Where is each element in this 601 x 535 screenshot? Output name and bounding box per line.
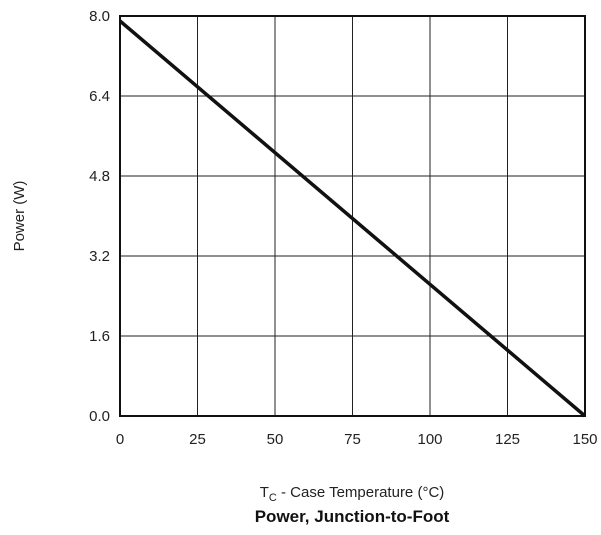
y-tick-label: 3.2: [89, 248, 110, 265]
y-tick-label: 4.8: [89, 168, 110, 185]
y-tick-label: 6.4: [89, 88, 110, 105]
x-axis-label: TC - Case Temperature (°C): [260, 484, 445, 504]
x-tick-label: 0: [116, 431, 124, 448]
x-axis-label-rest: - Case Temperature (°C): [277, 484, 444, 501]
x-tick-label: 125: [495, 431, 520, 448]
x-tick-label: 150: [572, 431, 597, 448]
series-line-0: [118, 19, 587, 418]
y-axis-label: Power (W): [11, 181, 28, 252]
x-tick-label: 75: [344, 431, 361, 448]
x-tick-label: 25: [189, 431, 206, 448]
x-tick-label: 100: [417, 431, 442, 448]
x-tick-label: 50: [267, 431, 284, 448]
plot-frame: [119, 15, 586, 417]
y-tick-label: 0.0: [89, 408, 110, 425]
y-tick-labels: 0.0 1.6 3.2 4.8 6.4 8.0: [89, 8, 110, 425]
y-tick-label: 8.0: [89, 8, 110, 25]
x-tick-labels: 0 25 50 75 100 125 150: [116, 431, 598, 448]
chart-title: Power, Junction-to-Foot: [255, 507, 450, 526]
x-axis-label-subscript: C: [269, 492, 277, 504]
y-tick-label: 1.6: [89, 328, 110, 345]
x-axis-label-main: T: [260, 484, 269, 501]
series-group: [118, 19, 587, 418]
